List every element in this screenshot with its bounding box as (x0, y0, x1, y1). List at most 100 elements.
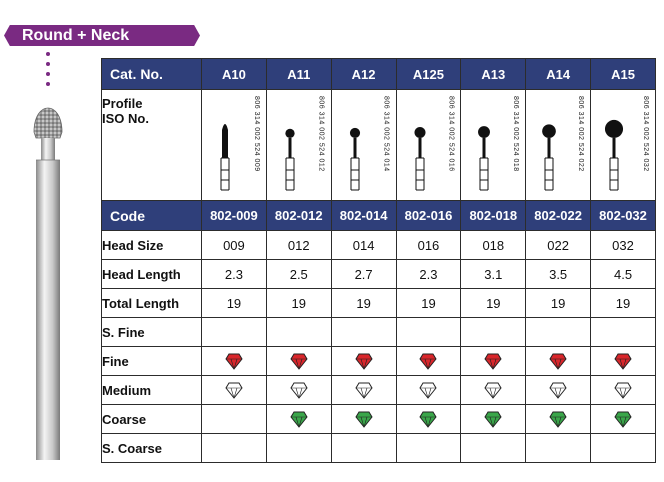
value-cell: 19 (590, 288, 656, 318)
fine-grit-diamond-icon (355, 353, 373, 370)
value-cell: 3.1 (460, 259, 527, 289)
cat-no-cell: A125 (395, 58, 462, 90)
coarse-grit-diamond-icon (355, 411, 373, 428)
profile-cell: 806 314 002 524 016 (395, 89, 462, 201)
grit-cell (330, 317, 397, 347)
coarse-grit-diamond-icon (549, 411, 567, 428)
medium-grit-diamond-icon (549, 382, 567, 399)
cat-no-cell: A15 (590, 58, 656, 90)
grit-row: S. Fine (101, 317, 656, 347)
profile-label-text: Profile (102, 96, 143, 111)
grit-cell (395, 375, 462, 405)
value-cell: 012 (265, 230, 332, 260)
grit-cell (525, 317, 592, 347)
grit-cell (395, 346, 462, 376)
profile-cell: 806 314 002 524 014 (330, 89, 397, 201)
grit-cell (265, 375, 332, 405)
connector-dots (45, 52, 51, 92)
profile-cell: 806 314 002 524 012 (265, 89, 332, 201)
bur-profile-icon (285, 128, 295, 191)
grit-cell (201, 375, 267, 405)
value-cell: 19 (525, 288, 592, 318)
table-row: Head Size 009 012 014 016 018 022 032 (101, 230, 656, 260)
row-label: Total Length (101, 288, 202, 318)
value-cell: 19 (330, 288, 397, 318)
coarse-grit-diamond-icon (614, 411, 632, 428)
grit-cell (590, 433, 656, 463)
fine-grit-diamond-icon (419, 353, 438, 370)
grit-cell (460, 346, 527, 376)
code-row: Code 802-009 802-012 802-014 802-016 802-018 8… (101, 200, 656, 231)
grit-cell (265, 404, 332, 434)
grit-cell (201, 404, 267, 434)
iso-number: 806 314 002 524 018 (512, 96, 520, 172)
medium-grit-diamond-icon (419, 382, 438, 399)
grit-label: S. Coarse (101, 433, 202, 463)
header-row: Cat. No. A10 A11 A12 A125 A13 A14 A15 (101, 58, 656, 90)
table-row: Head Length 2.3 2.5 2.7 2.3 3.1 3.5 4.5 (101, 259, 656, 289)
bur-profile-icon (220, 124, 230, 191)
grit-row: Medium (101, 375, 656, 405)
profile-cell: 806 314 002 524 018 (460, 89, 527, 201)
value-cell: 009 (201, 230, 267, 260)
code-cell: 802-016 (395, 200, 462, 231)
grit-cell (525, 433, 592, 463)
code-cell: 802-009 (201, 200, 267, 231)
value-cell: 19 (201, 288, 267, 318)
row-label: Head Length (101, 259, 202, 289)
grit-cell (590, 404, 656, 434)
grit-label: S. Fine (101, 317, 202, 347)
grit-cell (460, 375, 527, 405)
bur-profile-icon (414, 126, 426, 191)
value-cell: 4.5 (590, 259, 656, 289)
fine-grit-diamond-icon (484, 353, 502, 370)
grit-cell (265, 317, 332, 347)
grit-row: Coarse (101, 404, 656, 434)
value-cell: 19 (395, 288, 462, 318)
cat-no-cell: A14 (525, 58, 592, 90)
bur-profile-icon (542, 124, 557, 191)
grit-row: Fine (101, 346, 656, 376)
value-cell: 2.7 (330, 259, 397, 289)
grit-label: Fine (101, 346, 202, 376)
bur-product-image (33, 107, 63, 460)
grit-cell (395, 317, 462, 347)
iso-number: 806 314 002 524 012 (317, 96, 325, 172)
grit-cell (330, 404, 397, 434)
bur-profile-icon (349, 127, 360, 191)
value-cell: 016 (395, 230, 462, 260)
bur-profile-icon (478, 126, 491, 191)
grit-cell (201, 346, 267, 376)
grit-cell (590, 346, 656, 376)
grit-row: S. Coarse (101, 433, 656, 463)
medium-grit-diamond-icon (290, 382, 308, 399)
cat-no-cell: A12 (330, 58, 397, 90)
profile-cell: 806 314 002 524 032 (590, 89, 656, 201)
iso-number: 806 314 002 524 022 (577, 96, 585, 172)
grit-cell (265, 346, 332, 376)
grit-cell (525, 346, 592, 376)
medium-grit-diamond-icon (484, 382, 502, 399)
profile-cell: 806 314 002 524 022 (525, 89, 592, 201)
fine-grit-diamond-icon (549, 353, 567, 370)
grit-cell (330, 375, 397, 405)
grit-cell (460, 317, 527, 347)
code-cell: 802-018 (460, 200, 527, 231)
table-row: Total Length 19 19 19 19 19 19 19 (101, 288, 656, 318)
code-cell: 802-012 (265, 200, 332, 231)
bur-profile-icon (605, 119, 624, 191)
code-label: Code (101, 200, 202, 231)
value-cell: 3.5 (525, 259, 592, 289)
value-cell: 018 (460, 230, 527, 260)
fine-grit-diamond-icon (290, 353, 308, 370)
category-banner: Round + Neck (4, 25, 200, 46)
iso-number: 806 314 002 524 032 (642, 96, 649, 172)
grit-cell (590, 317, 656, 347)
fine-grit-diamond-icon (614, 353, 632, 370)
value-cell: 2.3 (201, 259, 267, 289)
grit-cell (395, 404, 462, 434)
cat-no-header: Cat. No. (101, 58, 202, 90)
iso-number: 806 314 002 524 009 (252, 96, 260, 172)
row-label: Head Size (101, 230, 202, 260)
medium-grit-diamond-icon (225, 382, 243, 399)
